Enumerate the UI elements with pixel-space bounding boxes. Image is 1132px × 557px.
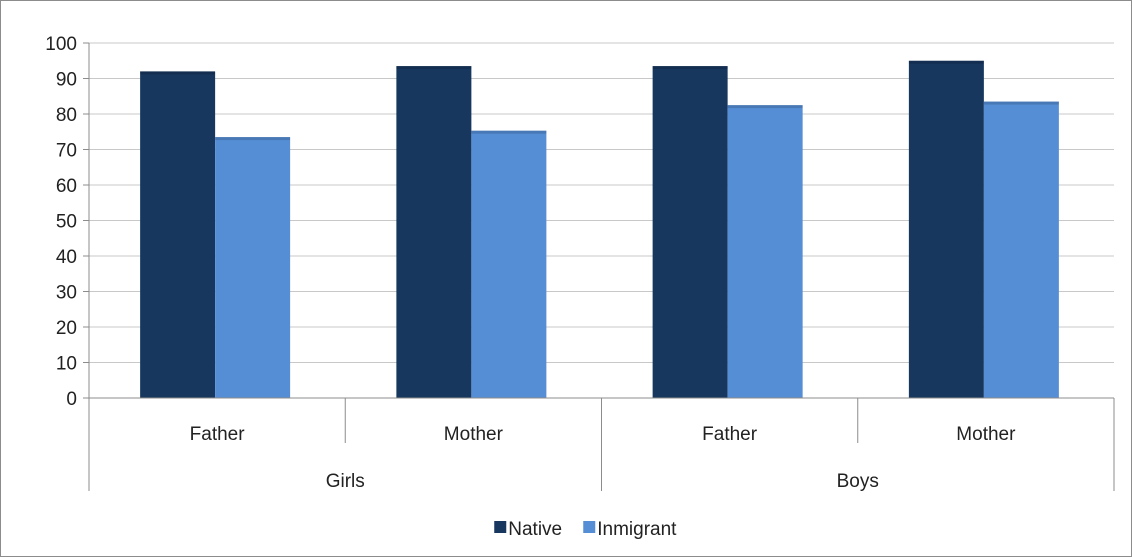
y-tick-labels: 0 10 20 30 40 50 60 70 80 90 100 bbox=[45, 34, 77, 410]
bar-inmigrant-boys-father bbox=[727, 105, 803, 398]
bar-top-shade bbox=[471, 130, 547, 134]
y-tick-label: 30 bbox=[56, 283, 77, 304]
bar-native-boys-father bbox=[652, 66, 728, 398]
legend-label-inmigrant: Inmigrant bbox=[597, 519, 677, 540]
category-label: Mother bbox=[956, 424, 1016, 445]
bar-top-shade bbox=[652, 66, 728, 70]
y-tick-label: 70 bbox=[56, 141, 77, 162]
group-label: Boys bbox=[837, 471, 879, 492]
y-tick-label: 50 bbox=[56, 212, 77, 233]
y-tick-label: 100 bbox=[45, 34, 77, 55]
bar-top-shade bbox=[396, 66, 472, 70]
bar-inmigrant-boys-mother bbox=[983, 101, 1059, 398]
category-label: Mother bbox=[444, 424, 504, 445]
y-tick-label: 10 bbox=[56, 354, 77, 375]
bar-native-boys-mother bbox=[908, 60, 984, 398]
category-label: Father bbox=[702, 424, 758, 445]
bars bbox=[140, 60, 1059, 399]
y-tick-label: 40 bbox=[56, 247, 77, 268]
bar-top-shade bbox=[908, 60, 984, 64]
bar-native-girls-father bbox=[140, 71, 216, 399]
bar-top-shade bbox=[215, 137, 291, 141]
category-label: Father bbox=[190, 424, 246, 445]
y-tick-label: 80 bbox=[56, 105, 77, 126]
bar-inmigrant-girls-father bbox=[215, 137, 291, 398]
group-label: Girls bbox=[326, 471, 365, 492]
y-tick-label: 0 bbox=[66, 389, 77, 410]
legend: Native Inmigrant bbox=[494, 519, 677, 540]
y-tick-label: 60 bbox=[56, 176, 77, 197]
bar-native-girls-mother bbox=[396, 66, 472, 398]
bar-top-shade bbox=[140, 71, 216, 75]
legend-swatch-native bbox=[494, 521, 507, 533]
bar-top-shade bbox=[727, 105, 803, 109]
axes bbox=[83, 42, 1115, 491]
y-tick-label: 20 bbox=[56, 318, 77, 339]
y-tick-label: 90 bbox=[56, 70, 77, 91]
category-labels: Father Mother Father Mother Girls Boys bbox=[190, 424, 1016, 492]
legend-swatch-inmigrant bbox=[583, 521, 596, 533]
bar-top-shade bbox=[983, 101, 1059, 105]
legend-label-native: Native bbox=[508, 519, 562, 540]
bar-inmigrant-girls-mother bbox=[471, 130, 547, 398]
